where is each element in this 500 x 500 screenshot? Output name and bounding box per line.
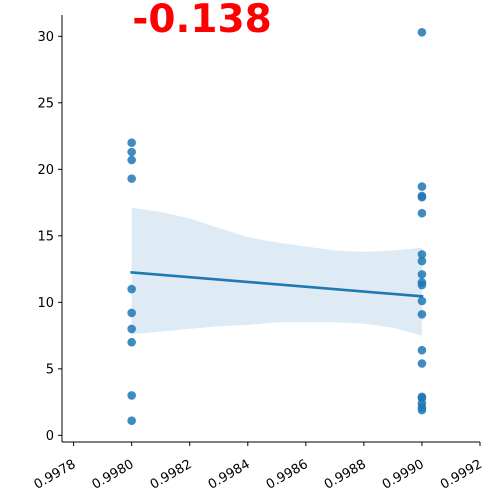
- scatter-point: [417, 345, 427, 355]
- scatter-point: [417, 27, 427, 37]
- x-tick-label: 0.9990: [380, 457, 427, 493]
- scatter-point: [127, 284, 136, 294]
- regression-line: [130, 270, 424, 298]
- scatter-point: [417, 296, 427, 306]
- scatter-point: [417, 270, 427, 279]
- scatter-point: [417, 405, 427, 415]
- scatter-point: [127, 324, 136, 334]
- scatter-point: [127, 174, 136, 183]
- y-tick-label: 15: [37, 229, 54, 244]
- y-tick-label: 10: [37, 296, 54, 311]
- y-tick-label: 0: [46, 429, 54, 444]
- scatter-point: [417, 250, 427, 259]
- scatter-point: [417, 208, 427, 218]
- regression-line-layer: [130, 270, 424, 298]
- scatter-points-layer: [127, 27, 427, 426]
- confidence-band-layer: [131, 207, 422, 336]
- scatter-point: [127, 155, 136, 165]
- scatter-point: [127, 138, 136, 148]
- scatter-point: [417, 280, 427, 290]
- y-tick-label: 30: [37, 30, 54, 45]
- x-tick-label: 0.9980: [90, 457, 137, 493]
- scatter-point: [417, 359, 427, 368]
- scatter-point: [127, 337, 136, 347]
- scatter-point: [127, 416, 136, 426]
- scatter-point: [417, 309, 427, 319]
- scatter-point: [417, 192, 427, 202]
- y-tick-label: 20: [37, 163, 54, 178]
- x-tick-label: 0.9982: [148, 457, 195, 493]
- y-tick-label: 5: [46, 362, 54, 377]
- x-tick-label: 0.9986: [264, 457, 311, 493]
- x-tick-label: 0.9978: [32, 457, 79, 493]
- scatter-point: [417, 256, 427, 266]
- x-tick-label: 0.9984: [206, 457, 253, 493]
- scatter-point: [127, 147, 136, 157]
- x-tick-label: 0.9992: [438, 457, 485, 493]
- scatter-point: [127, 391, 136, 400]
- x-tick-label: 0.9988: [322, 457, 369, 493]
- chart-title: -0.138: [132, 0, 272, 42]
- scatter-point: [127, 308, 136, 318]
- y-tick-label: 25: [37, 96, 54, 111]
- confidence-band: [131, 207, 422, 336]
- scatter-point: [417, 182, 427, 191]
